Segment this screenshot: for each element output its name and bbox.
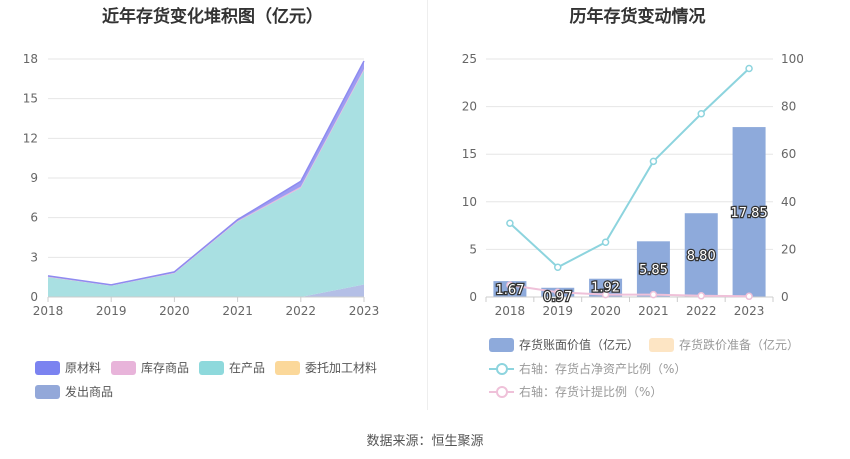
- bar: [589, 278, 623, 297]
- y2-tick-label: 20: [781, 242, 796, 256]
- bar-value-label: 1.92: [591, 281, 620, 296]
- legend-label: 右轴：存货计提比例（%）: [519, 385, 663, 399]
- legend-label: 在产品: [229, 361, 266, 375]
- y-tick-label: 15: [23, 92, 38, 106]
- y-tick-label: 0: [469, 290, 477, 304]
- bar-value-label: 8.80: [687, 249, 716, 264]
- y2-tick-label: 0: [781, 290, 789, 304]
- right-chart-title: 历年存货变动情况: [569, 7, 706, 27]
- legend-line-marker: [489, 362, 514, 376]
- legend-swatch: [275, 360, 300, 375]
- bar-value-label: 0.97: [543, 290, 572, 305]
- bar-value-label: 17.85: [730, 206, 767, 221]
- data-source: 数据来源：恒生聚源: [366, 434, 484, 449]
- legend-label: 委托加工材料: [305, 361, 378, 375]
- legend-item-inventory-book-value[interactable]: 存货账面价值（亿元）: [489, 336, 639, 353]
- x-tick-label: 2021: [222, 304, 253, 318]
- legend-label: 右轴：存货占净资产比例（%）: [519, 362, 687, 376]
- left-legend: 原材料 库存商品 在产品 委托加工材料 发出商品: [35, 359, 377, 400]
- bar-value-label: 5.85: [639, 263, 668, 278]
- legend-item-inventory-to-net-assets[interactable]: 右轴：存货占净资产比例（%）: [489, 360, 686, 377]
- x-tick-label: 2018: [495, 304, 526, 318]
- left-chart-title: 近年存货变化堆积图（亿元）: [102, 7, 323, 27]
- legend-swatch: [35, 360, 60, 375]
- area-series: [48, 70, 364, 297]
- line-point: [601, 238, 610, 247]
- legend-label: 库存商品: [141, 361, 190, 375]
- line-series: [509, 284, 750, 298]
- y2-tick-label: 60: [781, 147, 796, 161]
- legend-label: 存货跌价准备（亿元）: [679, 338, 800, 352]
- bar: [493, 281, 527, 297]
- legend-line-marker: [489, 385, 514, 399]
- y-tick-label: 20: [462, 100, 477, 114]
- y-tick-label: 9: [30, 171, 38, 185]
- line-point: [649, 157, 658, 166]
- line-point: [506, 219, 514, 227]
- line-point: [697, 109, 705, 118]
- x-tick-label: 2023: [734, 304, 765, 318]
- legend-swatch: [649, 337, 674, 352]
- legend-item-goods-shipped[interactable]: 发出商品: [35, 383, 113, 400]
- line-point: [745, 292, 753, 301]
- area-series-edge: [47, 60, 365, 286]
- legend-label: 发出商品: [65, 385, 114, 399]
- y-tick-label: 18: [23, 52, 38, 66]
- y-tick-label: 25: [462, 52, 477, 66]
- y2-tick-label: 80: [781, 100, 796, 114]
- y-tick-label: 0: [30, 290, 38, 304]
- bar: [684, 213, 718, 297]
- x-tick-label: 2022: [286, 304, 317, 318]
- legend-swatch: [199, 360, 224, 375]
- bar: [732, 127, 766, 298]
- x-tick-label: 2020: [590, 304, 621, 318]
- legend-item-work-in-progress[interactable]: 在产品: [199, 359, 265, 376]
- x-tick-label: 2021: [638, 304, 669, 318]
- line-point: [554, 288, 562, 296]
- line-point: [601, 290, 610, 299]
- area-series: [48, 284, 364, 297]
- x-tick-label: 2022: [686, 304, 717, 318]
- x-tick-label: 2018: [33, 304, 64, 318]
- line-point: [745, 64, 753, 73]
- x-tick-label: 2019: [542, 304, 573, 318]
- line-point: [506, 281, 514, 289]
- y-tick-label: 5: [469, 242, 477, 256]
- line-point: [697, 292, 705, 300]
- line-point: [649, 290, 658, 299]
- legend-swatch: [489, 337, 514, 352]
- legend-item-provision-ratio[interactable]: 右轴：存货计提比例（%）: [489, 383, 662, 400]
- y2-tick-label: 100: [781, 52, 804, 66]
- legend-swatch: [111, 360, 136, 375]
- legend-item-consigned-materials[interactable]: 委托加工材料: [275, 359, 377, 376]
- x-tick-label: 2019: [96, 304, 127, 318]
- legend-item-impairment-reserve[interactable]: 存货跌价准备（亿元）: [649, 336, 799, 353]
- x-tick-label: 2023: [349, 304, 380, 318]
- y2-tick-label: 40: [781, 195, 796, 209]
- x-tick-label: 2020: [159, 304, 190, 318]
- legend-item-finished-goods[interactable]: 库存商品: [111, 359, 189, 376]
- y-tick-label: 15: [462, 147, 477, 161]
- bar: [636, 241, 670, 297]
- legend-label: 存货账面价值（亿元）: [519, 338, 640, 352]
- y-tick-label: 12: [23, 131, 38, 145]
- panel-divider: [427, 0, 428, 410]
- legend-swatch: [35, 384, 60, 399]
- line-series: [509, 67, 750, 269]
- legend-label: 原材料: [65, 361, 102, 375]
- y-tick-label: 10: [462, 195, 477, 209]
- bar-value-label: 1.67: [495, 283, 524, 298]
- y-tick-label: 3: [30, 250, 38, 264]
- y-tick-label: 6: [30, 211, 38, 225]
- line-point: [554, 263, 562, 271]
- legend-item-raw-materials[interactable]: 原材料: [35, 359, 101, 376]
